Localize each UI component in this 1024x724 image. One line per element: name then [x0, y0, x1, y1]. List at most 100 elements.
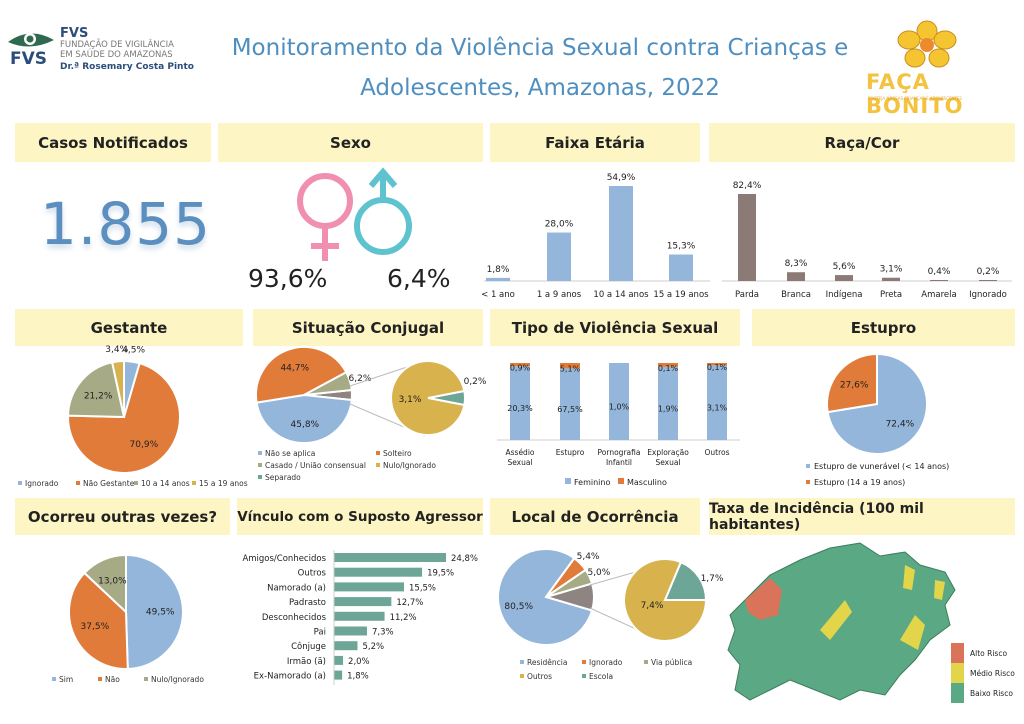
legend-swatch [951, 663, 964, 683]
pie-slice-estupro [826, 352, 878, 414]
legend-label: Estupro (14 a 19 anos) [814, 478, 905, 487]
bar-raca [787, 272, 805, 281]
legend-label: Alto Risco [970, 649, 1007, 658]
bar-label-vinculo: 11,2% [390, 613, 417, 623]
pie-slice-conjugal-sub [390, 360, 466, 436]
legend-label: Separado [265, 473, 301, 482]
legend-label: 15 a 19 anos [199, 479, 248, 488]
legend-label: Médio Risco [970, 669, 1015, 678]
flower-icon [897, 20, 957, 68]
legend-label: Nulo/Ignorado [383, 461, 436, 470]
bar-label-raca: 5,6% [833, 262, 856, 272]
legend-label: Sim [59, 675, 73, 684]
header-faixa-etaria: Faixa Etária [490, 123, 700, 162]
bar-label-vinculo: 1,8% [347, 672, 369, 682]
tick-label-raca: Amarela [921, 290, 956, 300]
bar-label-vinculo: 5,2% [362, 642, 384, 652]
legend-swatch [192, 481, 196, 485]
bar-label-raca: 8,3% [785, 259, 808, 269]
tick-label-raca: Branca [781, 290, 811, 300]
pie-label-local: 5,4% [577, 552, 600, 562]
pie-slice-gestante [67, 361, 181, 474]
legend-label: Casado / União consensual [265, 461, 366, 470]
legend-swatch [134, 481, 138, 485]
tick-label-vinculo: Pai [314, 628, 326, 638]
bar-feminino [707, 365, 727, 440]
bar-feminino [510, 366, 530, 440]
faca-bonito-logo: FAÇA BONITO PROTEJA NOSSAS CRIANÇAS E AD… [862, 20, 1012, 118]
legend-swatch [565, 478, 571, 484]
pie-label-conjugal: 0,2% [464, 377, 487, 387]
legend-label: Não Gestante [83, 479, 135, 488]
bar-feminino [658, 366, 678, 440]
bar-label-feminino: 1,9% [658, 404, 679, 413]
map-region-medio-risco [903, 565, 915, 590]
casos-notificados-value: 1.855 [40, 190, 212, 258]
pie-label-gestante: 3,4% [105, 345, 128, 355]
legend-label: Baixo Risco [970, 689, 1013, 698]
pie-label-conjugal: 44,7% [280, 364, 309, 374]
tick-label-tipo: Sexual [655, 458, 680, 467]
legend-swatch [582, 674, 586, 678]
header-situacao-conjugal: Situação Conjugal [253, 309, 483, 346]
bar-label-feminino: 67,5% [557, 405, 583, 414]
pie-label-outras: 49,5% [146, 607, 175, 617]
bar-masculino [658, 363, 678, 367]
bar-label-raca: 3,1% [880, 265, 903, 275]
pie-label-conjugal: 45,8% [291, 420, 320, 430]
tick-label-faixa: 1 a 9 anos [537, 290, 582, 300]
eye-icon: FVS [8, 33, 54, 68]
bar-raca [882, 277, 900, 281]
pie-label-gestante: 70,9% [130, 440, 159, 450]
legend-swatch [376, 451, 380, 455]
pie-label-conjugal: 3,1% [399, 395, 422, 405]
fvs-logo: FVS FVS FUNDAÇÃO DE VIGILÂNCIA EM SAÚDE D… [6, 26, 196, 76]
legend-swatch [76, 481, 80, 485]
tick-label-raca: Preta [880, 290, 902, 300]
fvs-director: Dr.ª Rosemary Costa Pinto [60, 62, 194, 72]
pie-slice-local-sub [623, 558, 708, 642]
header-estupro: Estupro [752, 309, 1015, 346]
sex-symbols [297, 167, 412, 261]
pie-label-local: 80,5% [504, 602, 533, 612]
tick-label-raca: Parda [735, 290, 759, 300]
legend-label: Não se aplica [265, 449, 315, 458]
bar-label-masculino: 0,1% [707, 363, 728, 372]
legend-swatch [520, 660, 524, 664]
legend-label: Outros [527, 672, 552, 681]
bar-label-masculino: 0,1% [658, 364, 679, 373]
legend-swatch [258, 475, 262, 479]
tick-label-faixa: 15 a 19 anos [653, 290, 709, 300]
sexo-masculino-pct: 6,4% [387, 264, 451, 293]
legend-label: Solteiro [383, 449, 412, 458]
header-sexo: Sexo [218, 123, 483, 162]
tick-label-tipo: Pornografia [598, 448, 641, 457]
bar-vinculo [334, 582, 404, 592]
tick-label-tipo: Assédio [506, 448, 535, 457]
bar-label-faixa: 1,8% [487, 265, 510, 275]
legend-swatch [520, 674, 524, 678]
pie-label-estupro: 27,6% [840, 381, 869, 391]
pie-label-gestante: 21,2% [84, 392, 113, 402]
map-region-alto-risco [745, 578, 782, 620]
bar-label-vinculo: 7,3% [372, 628, 394, 638]
legend-label: Não [105, 675, 120, 684]
pie-slice-conjugal [255, 393, 353, 444]
map-region-medio-risco [934, 580, 945, 600]
tick-label-vinculo: Amigos/Conhecidos [242, 554, 326, 564]
bar-faixa [486, 277, 510, 281]
pie-label-estupro: 72,4% [886, 419, 915, 429]
header-casos: Casos Notificados [15, 123, 211, 162]
pie-slice-local-sub [663, 560, 708, 601]
tick-label-tipo: Sexual [507, 458, 532, 467]
bar-label-raca: 0,2% [977, 267, 1000, 277]
header-taxa: Taxa de Incidência (100 mil habitantes) [709, 498, 1015, 535]
pie-slice-gestante [66, 361, 126, 419]
tick-label-vinculo: Desconhecidos [262, 613, 327, 623]
tick-label-vinculo: Namorado (a) [267, 583, 326, 593]
bar-label-faixa: 15,3% [667, 242, 696, 252]
bar-label-raca: 0,4% [928, 267, 951, 277]
bar-label-feminino: 3,1% [707, 404, 728, 413]
pie-label-local: 1,7% [701, 574, 724, 584]
